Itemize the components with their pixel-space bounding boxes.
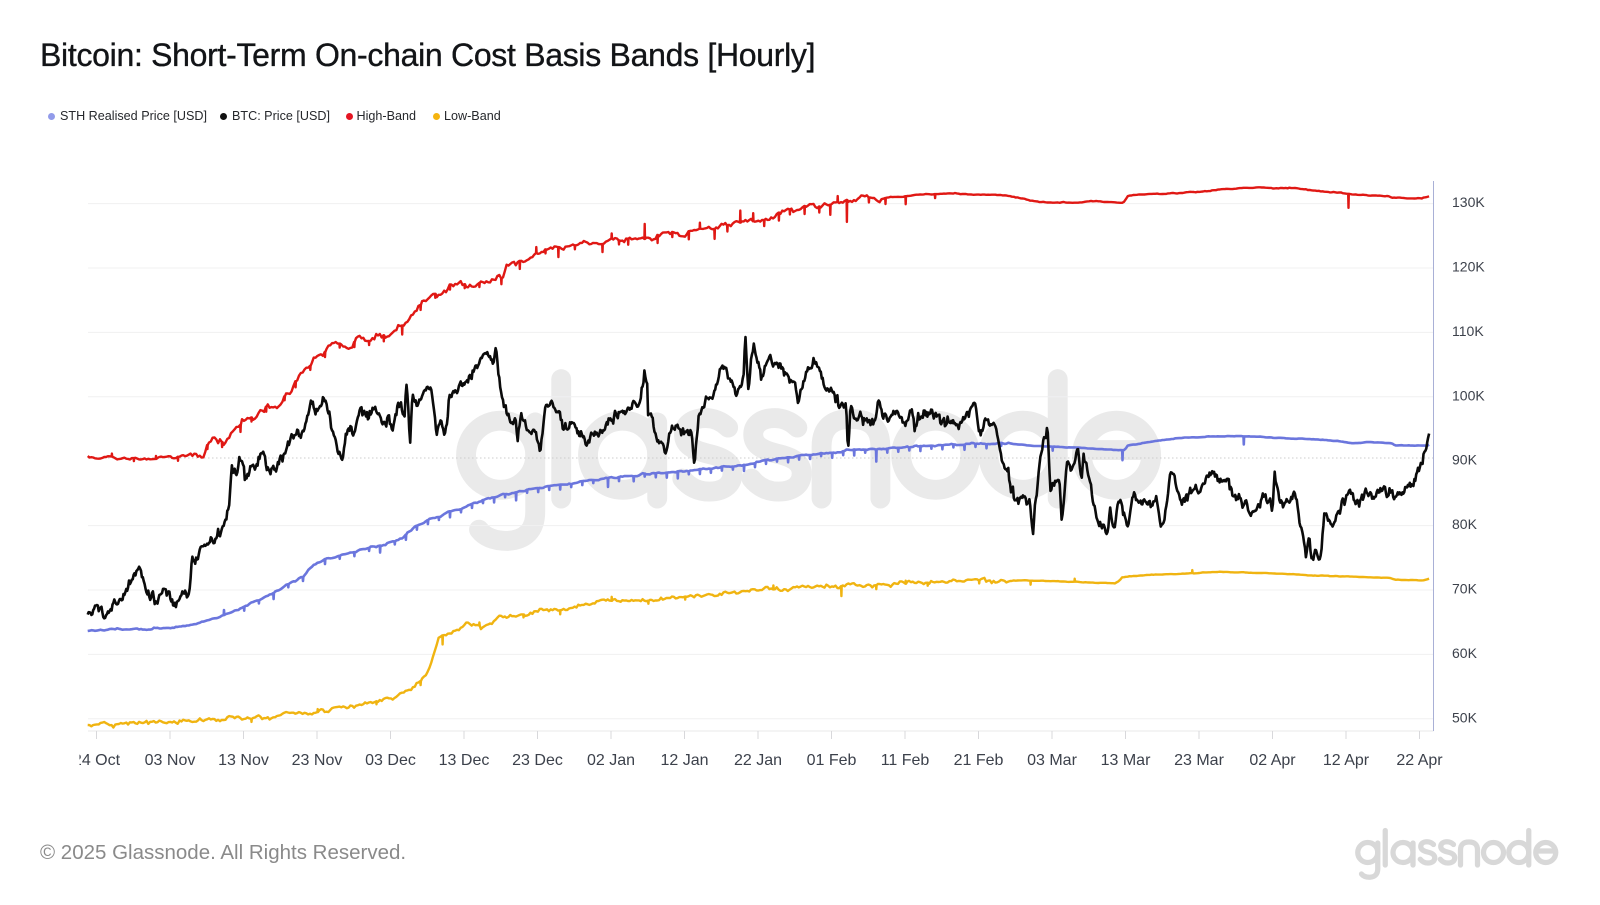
svg-text:23 Dec: 23 Dec (512, 752, 563, 769)
svg-text:130K: 130K (1452, 194, 1485, 210)
svg-text:02 Jan: 02 Jan (587, 752, 635, 769)
svg-text:80K: 80K (1452, 516, 1478, 532)
svg-text:22 Apr: 22 Apr (1396, 752, 1443, 769)
svg-text:22 Jan: 22 Jan (734, 752, 782, 769)
svg-text:11 Feb: 11 Feb (881, 752, 930, 769)
svg-text:12 Jan: 12 Jan (660, 752, 708, 769)
svg-text:03 Mar: 03 Mar (1027, 752, 1077, 769)
svg-text:03 Nov: 03 Nov (145, 752, 196, 769)
svg-text:01 Feb: 01 Feb (807, 752, 857, 769)
svg-text:13 Mar: 13 Mar (1101, 752, 1151, 769)
svg-text:110K: 110K (1452, 323, 1484, 339)
svg-text:90K: 90K (1452, 452, 1478, 468)
svg-text:100K: 100K (1452, 387, 1485, 403)
svg-text:21 Feb: 21 Feb (954, 752, 1004, 769)
svg-text:13 Nov: 13 Nov (218, 752, 269, 769)
svg-text:13 Dec: 13 Dec (439, 752, 490, 769)
svg-text:23 Nov: 23 Nov (292, 752, 343, 769)
svg-text:12 Apr: 12 Apr (1323, 752, 1370, 769)
svg-text:50K: 50K (1452, 709, 1478, 725)
svg-text:03 Dec: 03 Dec (365, 752, 416, 769)
svg-text:24 Oct: 24 Oct (73, 752, 121, 769)
svg-text:70K: 70K (1452, 581, 1478, 597)
svg-text:02 Apr: 02 Apr (1249, 752, 1296, 769)
svg-text:60K: 60K (1452, 645, 1478, 661)
svg-text:23 Mar: 23 Mar (1174, 752, 1224, 769)
svg-text:120K: 120K (1452, 259, 1485, 275)
